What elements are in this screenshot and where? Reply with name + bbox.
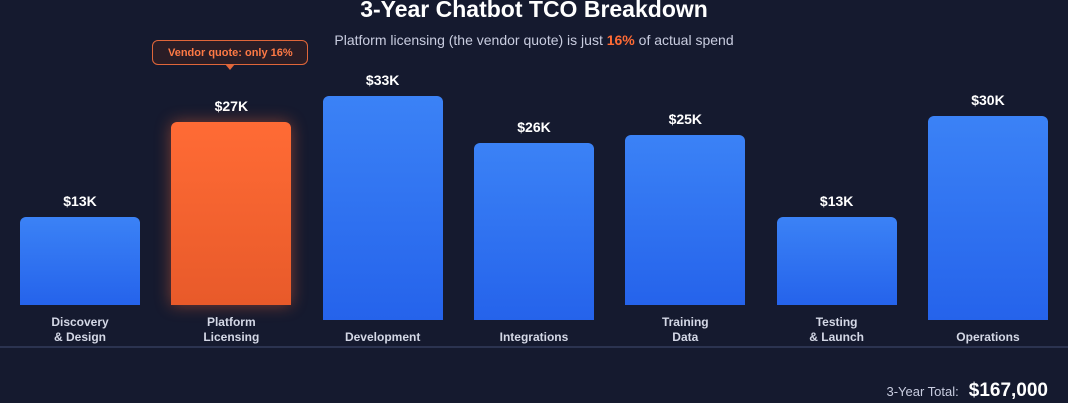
bar [927,116,1048,320]
data-label: $26K [517,119,551,135]
bar [473,143,594,320]
category-label: Discovery & Design [51,315,109,344]
plot-area: $13K Discovery & Design Vendor quote: only… [20,0,1048,345]
subtitle-text: Platform licensing (the vendor quote) is… [334,32,607,48]
vendor-quote-callout: Vendor quote: only 16% [152,40,309,70]
divider [0,346,1068,348]
bar [171,122,292,305]
data-label: $27K [214,98,249,114]
total-label: 3-Year Total: [886,384,959,399]
subtitle-highlight: 16% [606,32,635,48]
subtitle-text-end: of actual spend [634,32,734,48]
bar-column: $33K Development [322,72,443,345]
bar-column: $13K Discovery & Design [20,193,140,345]
category-label: Training Data [661,315,709,344]
bar-column: $25K Training Data [625,111,746,345]
category-label: Operations [956,330,1020,344]
data-label: $13K [819,193,854,209]
category-label: Development [344,330,421,344]
total-summary: 3-Year Total: $167,000 [886,380,1048,402]
total-value: $167,000 [968,380,1048,401]
category-label: Testing & Launch [809,315,864,344]
chart-subtitle: Platform licensing (the vendor quote) is… [0,32,1068,48]
data-label: $33K [365,72,400,88]
bar-column: $26K Integrations [473,119,594,345]
bar [776,217,897,305]
bar [20,217,140,305]
bar [322,96,443,320]
data-label: $13K [63,193,97,209]
data-label: $30K [971,92,1005,108]
bar [625,135,746,305]
chart-title: 3-Year Chatbot TCO Breakdown [360,0,708,22]
bar-column: Vendor quote: only 16% $27K Platform Licen… [152,40,309,345]
data-label: $25K [668,111,703,127]
bar-column: $13K Testing & Launch [776,193,897,345]
category-label: Integrations [499,330,569,344]
category-label: Platform Licensing [203,315,260,344]
bar-column: $30K Operations [927,92,1048,345]
